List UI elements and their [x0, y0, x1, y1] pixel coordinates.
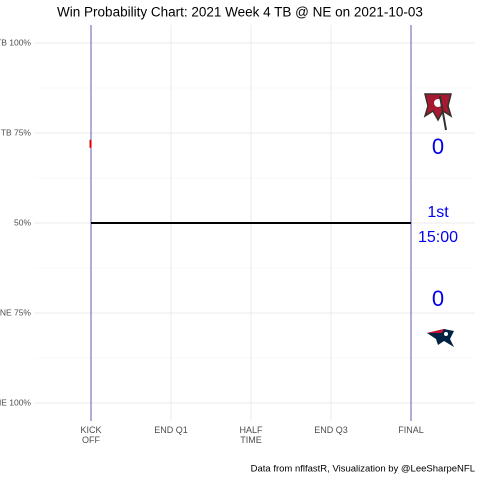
x-tick-label: FINAL — [398, 425, 424, 435]
marker — [89, 139, 92, 148]
caption: Data from nflfastR, Visualization by @Le… — [251, 464, 475, 475]
annotation: 15:00 — [418, 229, 458, 246]
ne-logo — [427, 329, 454, 347]
x-tick-label: HALF TIME — [239, 425, 263, 445]
y-tick-label: TB 100% — [0, 37, 31, 47]
y-tick-label: TB 75% — [1, 127, 32, 137]
annotation: 0 — [432, 134, 444, 159]
x-tick-label: END Q3 — [314, 425, 348, 435]
y-tick-label: NE 100% — [0, 397, 31, 407]
y-tick-label: NE 75% — [0, 307, 31, 317]
x-tick-label: END Q1 — [154, 425, 188, 435]
tb-logo — [423, 93, 453, 131]
annotation: 0 — [432, 286, 444, 311]
y-tick-label: 50% — [14, 217, 31, 227]
chart-title: Win Probability Chart: 2021 Week 4 TB @ … — [57, 5, 423, 20]
annotation: 1st — [427, 204, 449, 221]
x-tick-label: KICK OFF — [80, 425, 102, 445]
